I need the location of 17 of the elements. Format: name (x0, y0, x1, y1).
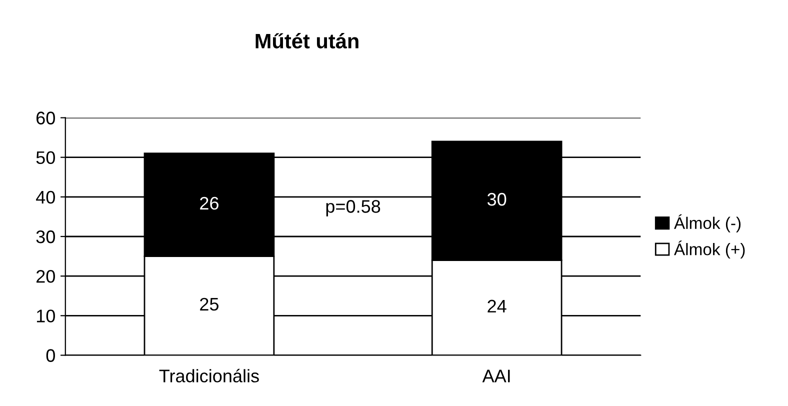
x-tick-label: Tradicionális (159, 368, 259, 382)
data-label: 26 (200, 196, 218, 210)
annotation: p=0.58 (326, 200, 380, 216)
data-label: 25 (200, 298, 218, 311)
chart-title: Műtét után (256, 33, 358, 48)
y-tick-label: 0 (46, 349, 55, 362)
y-tick-label: 50 (36, 151, 55, 164)
legend-label: Álmok (+) (674, 240, 745, 259)
y-tick-label: 20 (36, 270, 55, 283)
data-label: 30 (487, 192, 506, 206)
legend-label: Álmok (-) (674, 214, 741, 232)
y-tick-label: 10 (36, 310, 55, 322)
x-tick-label: AAI (482, 370, 510, 382)
y-tick-label: 60 (36, 112, 55, 124)
data-label: 24 (488, 300, 506, 312)
y-tick-label: 40 (36, 190, 55, 204)
y-tick-label: 30 (36, 230, 55, 244)
